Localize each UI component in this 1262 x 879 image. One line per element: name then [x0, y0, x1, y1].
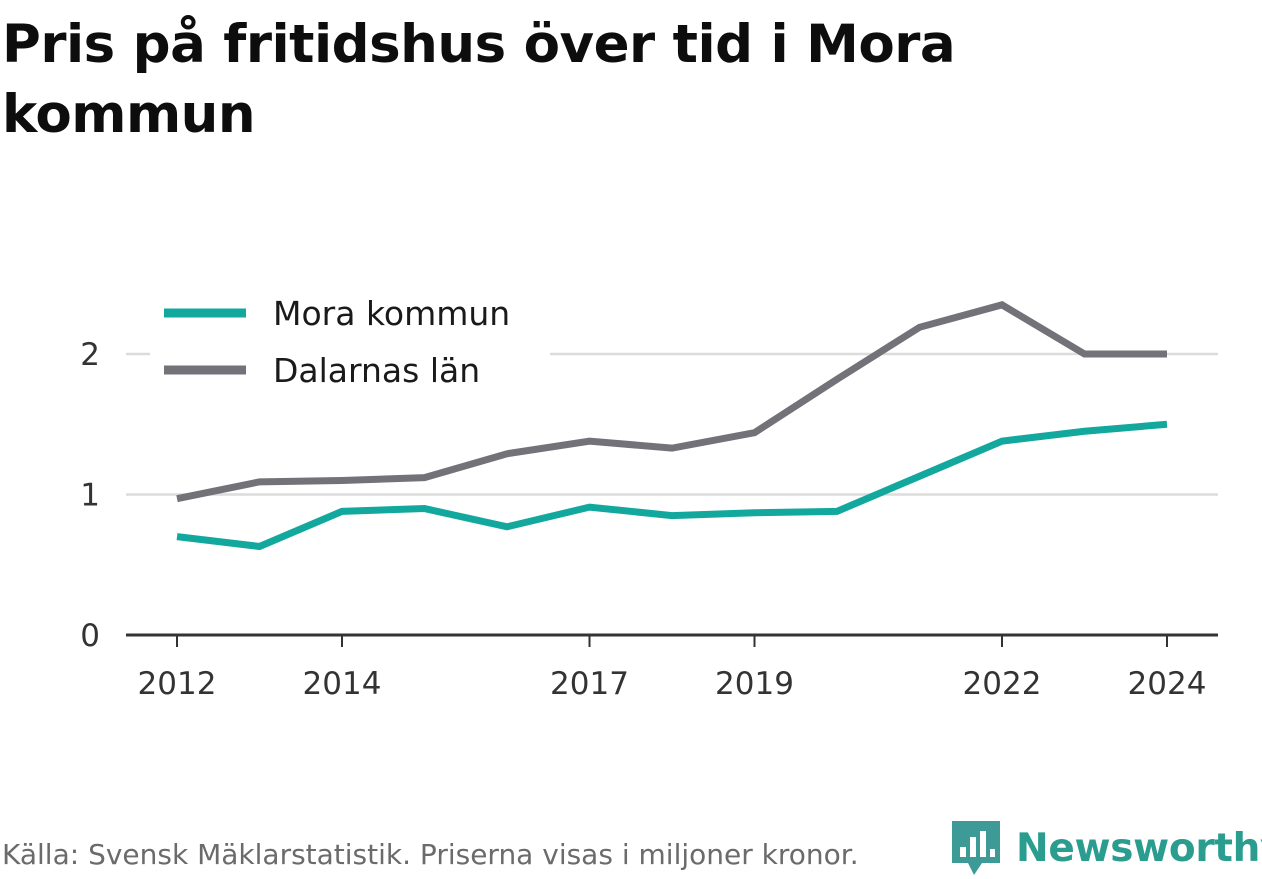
x-tick-label: 2022: [963, 666, 1042, 702]
legend: Mora kommun Dalarnas län: [150, 290, 550, 400]
chart-title: Pris på fritidshus över tid i Mora kommu…: [2, 14, 956, 145]
series-lines: [176, 301, 1168, 551]
newsworthy-brand: Newsworthy: [950, 818, 1262, 878]
series-line-mora-kommun: [176, 420, 1168, 551]
legend-background: [150, 290, 550, 400]
x-tick-label: 2012: [138, 666, 217, 702]
series-line-dalarnas-l-n: [176, 301, 1167, 503]
x-tick-label: 2024: [1128, 666, 1207, 702]
y-tick-label: 1: [80, 478, 100, 514]
x-tick-label: 2019: [715, 666, 794, 702]
legend-label-mora-kommun: Mora kommun: [273, 294, 510, 333]
source-note: Källa: Svensk Mäklarstatistik. Priserna …: [2, 838, 859, 871]
legend-label-dalarnas-l-n: Dalarnas län: [273, 351, 480, 390]
x-axis: 2012 2014 2017 2019 2022 2024: [126, 633, 1218, 702]
y-tick-label: 0: [80, 618, 100, 654]
x-tick-label: 2017: [550, 666, 629, 702]
x-tick-label: 2014: [303, 666, 382, 702]
newsworthy-logo-icon: [952, 821, 1000, 875]
y-axis-labels: 0 1 2: [80, 337, 100, 654]
y-tick-label: 2: [80, 337, 100, 373]
brand-name: Newsworthy: [1016, 825, 1262, 871]
